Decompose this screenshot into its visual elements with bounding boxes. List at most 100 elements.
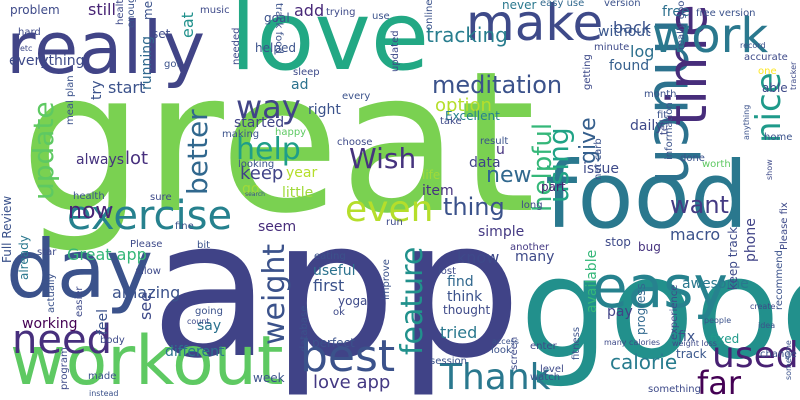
word-keep: keep: [240, 163, 284, 184]
word-go: go: [242, 181, 260, 197]
word-session: session: [430, 356, 468, 367]
word-think: think: [447, 289, 483, 305]
word-want: want: [670, 191, 729, 219]
word-great: great: [20, 29, 536, 256]
word-making: making: [222, 129, 260, 140]
word-show: show: [765, 159, 774, 180]
word-stop: stop: [605, 235, 631, 249]
word-going: going: [195, 306, 223, 317]
word-made: made: [88, 371, 117, 382]
word-allow: allow: [135, 266, 161, 277]
word-etc: etc: [20, 44, 33, 53]
word-data: data: [469, 155, 501, 171]
word-even: even: [345, 189, 434, 230]
word-month: month: [644, 89, 677, 100]
word-watch: watch: [530, 372, 561, 383]
word-feel: feel: [95, 308, 111, 335]
word-long: long: [521, 200, 543, 211]
word-know: know: [457, 248, 500, 267]
word-free-version: free version: [696, 8, 756, 19]
word-improve: improve: [381, 259, 392, 300]
word-year: year: [286, 165, 318, 181]
word-app: app: [150, 179, 522, 400]
word-see: see: [136, 291, 155, 320]
word-happy: happy: [275, 127, 307, 138]
word-count: count: [187, 317, 210, 326]
word-running: running: [139, 35, 155, 90]
word-accurate: accurate: [744, 52, 788, 63]
word-healthy: healthy: [115, 0, 126, 25]
word-level: level: [540, 364, 564, 375]
word-music: music: [200, 5, 230, 16]
word-anything: anything: [742, 104, 751, 140]
word-fit: fit: [657, 110, 668, 121]
word-set: set: [152, 27, 171, 41]
word-great-app: Great app: [67, 245, 147, 264]
word-awesome: awesome: [682, 276, 749, 292]
word-trying: trying: [326, 7, 356, 18]
word-net-carb: net carb: [593, 138, 604, 180]
word-thank: Thank: [440, 357, 551, 398]
word-used: used: [712, 335, 799, 376]
word-try: try: [89, 80, 105, 100]
word-something: something: [648, 384, 701, 395]
word-keep-track: keep track: [726, 226, 740, 290]
word-looking: looking: [238, 159, 275, 170]
word-seem: seem: [258, 219, 297, 235]
word-another: another: [510, 242, 550, 253]
word-still: still: [88, 0, 116, 19]
word-please-fix: Please fix: [779, 202, 790, 250]
word-workout: workout: [10, 322, 284, 400]
word-far: far: [697, 364, 742, 400]
word-idea: idea: [758, 321, 776, 330]
word-fix: fix: [678, 329, 696, 345]
word-recommend: recommend: [774, 250, 785, 310]
word-sure: sure: [150, 192, 172, 203]
word-feature: feature: [395, 246, 430, 355]
word-lot: lot: [125, 148, 149, 169]
word-minute: minute: [594, 42, 630, 53]
word-access: access: [492, 337, 519, 346]
word-already: already: [17, 235, 31, 280]
word-tell: tell: [659, 119, 670, 135]
word-online: online: [424, 0, 435, 30]
word-result: result: [480, 136, 509, 147]
word-love: love: [230, 0, 430, 92]
word-find: find: [447, 274, 474, 290]
word-thought: thought: [443, 303, 491, 317]
word-calorie: calorie: [610, 350, 678, 374]
word-little: little: [282, 185, 314, 201]
word-helpful: helpful: [528, 122, 558, 212]
word-available: available: [584, 249, 600, 313]
word-record: record: [740, 41, 766, 50]
word-better: better: [181, 109, 214, 195]
word-daily: daily: [630, 118, 664, 134]
word-bit: bit: [197, 240, 211, 251]
word-need: need: [12, 317, 112, 363]
word-create: create: [750, 302, 776, 311]
word-star: star: [37, 247, 57, 258]
word-log: log: [630, 42, 655, 61]
word-every: every: [342, 91, 371, 102]
word-simple: simple: [478, 224, 525, 240]
word-started: started: [234, 115, 285, 131]
word-tracker: tracker: [789, 61, 798, 90]
word-exercise: exercise: [67, 193, 233, 239]
word-hard: hard: [18, 27, 41, 38]
word-useful: useful: [313, 263, 356, 279]
word-actually: actually: [46, 273, 57, 314]
word-updated: updated: [390, 30, 401, 72]
word-excellent: Excellent: [445, 109, 500, 123]
word-work: work: [652, 8, 769, 64]
word-done: done: [680, 153, 705, 164]
word-please: Please: [130, 239, 163, 250]
word-people: people: [704, 316, 732, 325]
word-choose: choose: [337, 137, 373, 148]
word-different: different: [165, 344, 225, 360]
word-help: help: [236, 132, 301, 167]
word-option: option: [435, 95, 492, 116]
word-meal: meal: [141, 0, 155, 20]
word-database: database: [299, 305, 310, 352]
word-really-good: really good: [676, 0, 687, 50]
word-weight: weight: [257, 243, 292, 345]
